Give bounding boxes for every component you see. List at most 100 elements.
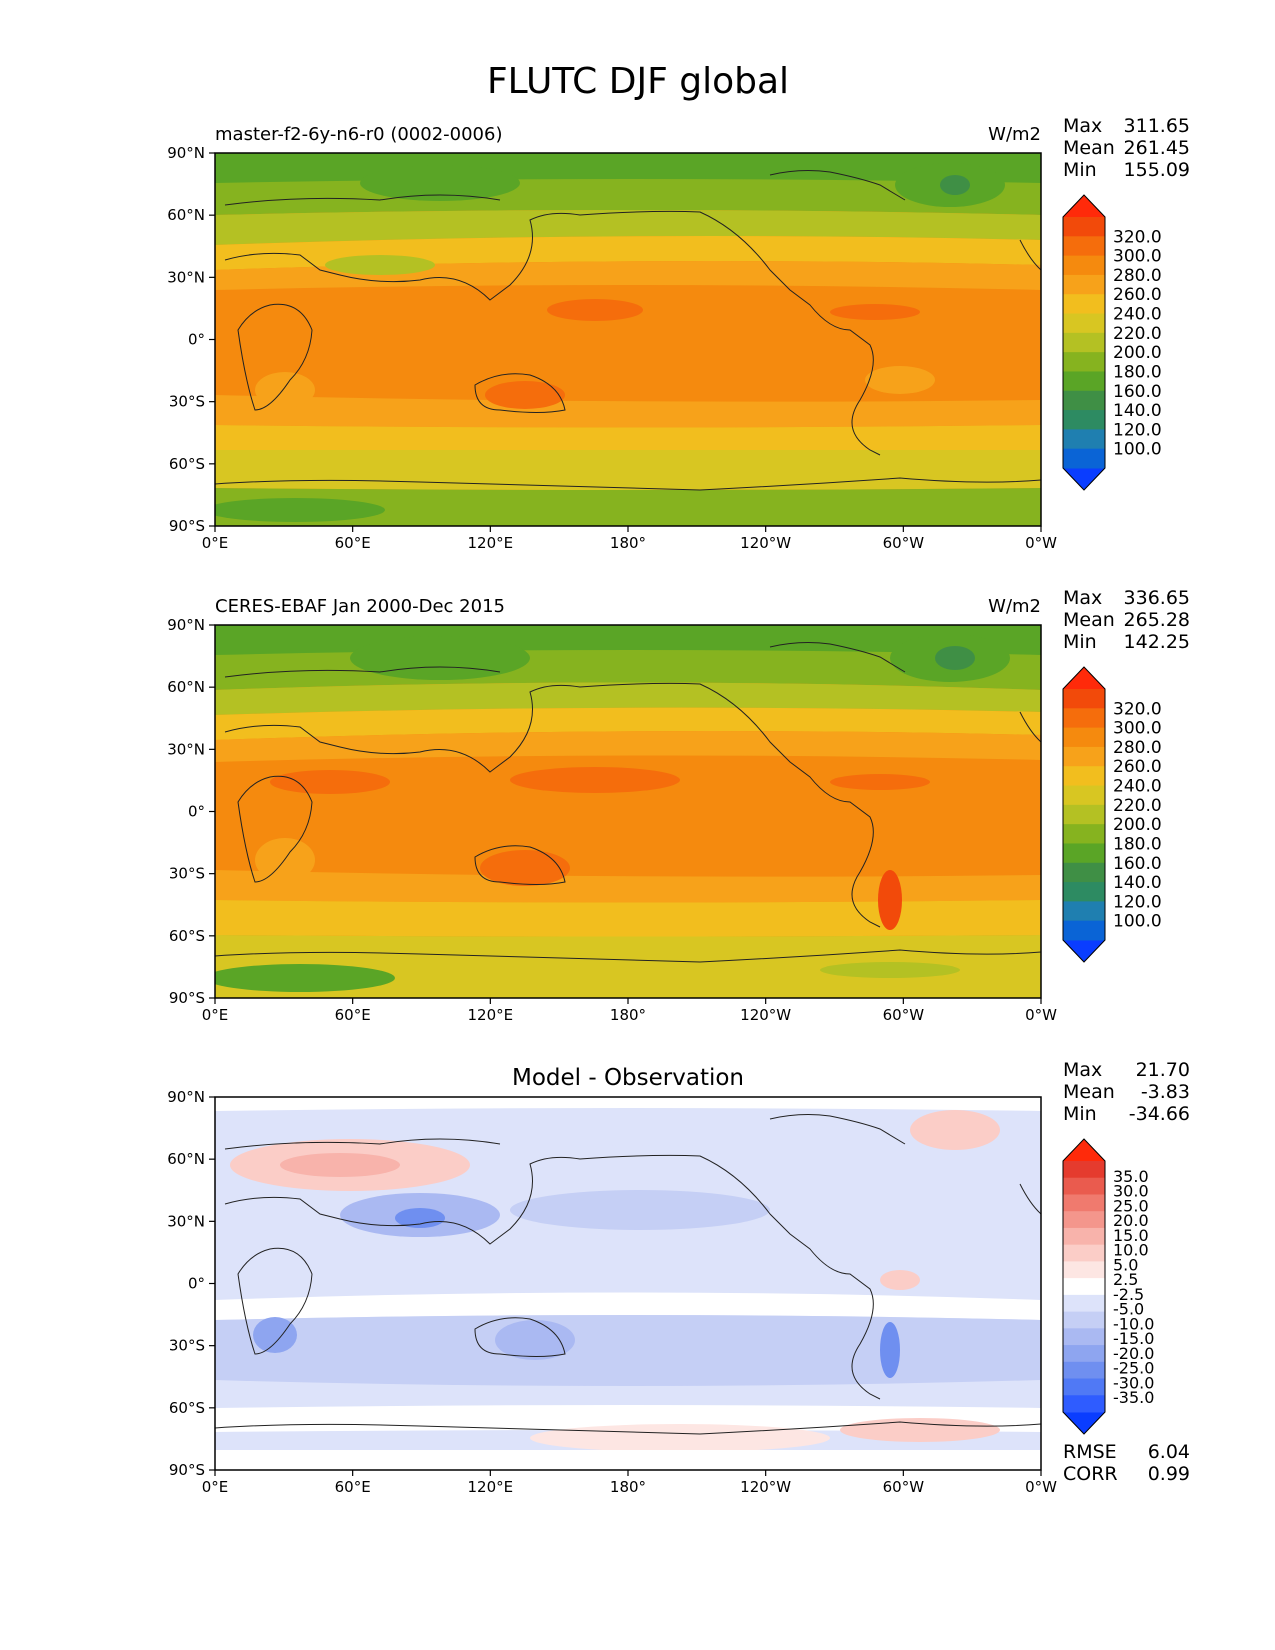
stat-label-max: Max [1063,115,1102,137]
y-tick-label: 60°S [169,1399,205,1417]
colorbar-extend-max [1063,667,1105,689]
colorbar-label: -5.0 [1113,1300,1144,1319]
colorbar-segment [1063,1378,1105,1396]
colorbar-label: 240.0 [1113,305,1162,325]
colorbar-extend-max [1063,195,1105,217]
colorbar-segment [1063,1161,1105,1179]
stat-value-max: 311.65 [1124,115,1190,137]
y-tick-label: 60°S [169,455,205,473]
colorbar-label: 35.0 [1113,1167,1149,1186]
colorbar-label: -2.5 [1113,1285,1144,1304]
panel-units: W/m2 [988,596,1041,617]
y-tick-label: 0° [188,1275,205,1293]
colorbar-segment [1063,804,1105,825]
y-tick-label: 30°S [169,393,205,411]
panel-left-title: master-f2-6y-n6-r0 (0002-0006) [215,124,502,145]
stat-label-min: Min [1063,1103,1097,1125]
figure-title: FLUTC DJF global [487,61,789,102]
y-tick-label: 60°N [167,206,205,224]
colorbar-segment [1063,236,1105,257]
colorbar-label: 280.0 [1113,266,1162,286]
stat-label-max: Max [1063,587,1102,609]
colorbar-label: 300.0 [1113,719,1162,739]
panel-model [215,153,1041,526]
colorbar-label: 260.0 [1113,757,1162,777]
colorbar-segment [1063,313,1105,334]
coastlines [215,1114,1041,1435]
chart-overlay: 0°E 60°E 120°E 180° 120°W 60°W 0°W 90°N 60°N 30°N… [167,115,1190,1496]
map-field [215,625,1041,998]
map-field [215,153,1041,526]
x-tick-label: 180° [610,534,646,552]
colorbar-segment [1063,352,1105,372]
x-tick-label: 60°W [883,1478,925,1496]
colorbar-segment [1063,1395,1105,1413]
panel-obs [215,625,1041,998]
colorbar-label: 25.0 [1113,1196,1149,1215]
stat-label-mean: Mean [1063,137,1115,159]
colorbar-label: 5.0 [1113,1255,1138,1274]
panel-diff-frame: 0°E 60°E 120°E 180° 120°W 60°W 0°W 90°N 60°N 30°N… [167,1059,1190,1496]
x-tick-label: 0°W [1025,1478,1057,1496]
colorbar-segment [1063,448,1105,469]
stat-value-min: 155.09 [1124,159,1190,181]
stat-value-rmse: 6.04 [1148,1441,1190,1463]
x-tick-label: 0°E [202,1006,229,1024]
y-tick-label: 90°N [167,1088,205,1106]
colorbar-segment [1063,708,1105,729]
colorbar-segment [1063,390,1105,411]
colorbar-segment [1063,255,1105,276]
x-tick-label: 60°W [883,1006,925,1024]
colorbar-segment [1063,862,1105,883]
colorbar-label: 200.0 [1113,343,1162,363]
panel-left-title: CERES-EBAF Jan 2000-Dec 2015 [215,596,505,617]
stat-value-min: 142.25 [1124,631,1190,653]
colorbar-segment [1063,843,1105,864]
y-tick-label: 90°N [167,144,205,162]
colorbar-label: 100.0 [1113,440,1162,460]
colorbar-segment [1063,727,1105,748]
y-tick-label: 30°N [167,1212,205,1230]
x-tick-label: 120°E [468,1478,514,1496]
stat-value-corr: 0.99 [1148,1463,1190,1485]
panel-obs-frame: 0°E 60°E 120°E 180° 120°W 60°W 0°W 90°N 60°N 30°N… [167,587,1190,1024]
x-tick-label: 60°E [335,534,371,552]
y-tick-label: 30°N [167,268,205,286]
colorbar-segment [1063,901,1105,922]
y-tick-label: 90°S [169,517,205,535]
map-field [215,1097,1041,1470]
colorbar-segment [1063,371,1105,392]
y-tick-label: 60°N [167,678,205,696]
colorbar-segment [1063,766,1105,787]
colorbar-segment [1063,882,1105,902]
colorbar-segment [1063,1278,1105,1296]
colorbar-label: 240.0 [1113,777,1162,797]
stat-label-rmse: RMSE [1063,1441,1117,1463]
y-tick-label: 30°N [167,740,205,758]
colorbar-segment [1063,1361,1105,1380]
x-tick-label: 60°E [335,1006,371,1024]
stat-label-corr: CORR [1063,1463,1118,1485]
colorbar-label: 120.0 [1113,892,1162,912]
colorbar-label: -15.0 [1113,1329,1154,1348]
x-tick-label: 120°E [468,534,514,552]
coastlines [215,642,1041,963]
colorbar: 320.0300.0280.0260.0240.0220.0200.0180.0… [1062,194,1162,491]
colorbar-label: -35.0 [1113,1388,1154,1407]
stat-label-mean: Mean [1063,1081,1115,1103]
colorbar-label: 280.0 [1113,738,1162,758]
x-tick-label: 0°E [202,1478,229,1496]
stat-value-max: 336.65 [1124,587,1190,609]
colorbar-label: 2.5 [1113,1270,1138,1289]
colorbar-label: 220.0 [1113,324,1162,344]
colorbar-segment [1063,1227,1105,1246]
colorbar-segment [1063,746,1105,767]
colorbar-segment [1063,1328,1105,1346]
colorbar-label: 120.0 [1113,420,1162,440]
stat-value-mean: 265.28 [1124,609,1190,631]
stat-value-min: -34.66 [1129,1103,1190,1125]
y-tick-label: 0° [188,803,205,821]
colorbar-label: 180.0 [1113,834,1162,854]
x-tick-label: 120°W [740,1006,791,1024]
